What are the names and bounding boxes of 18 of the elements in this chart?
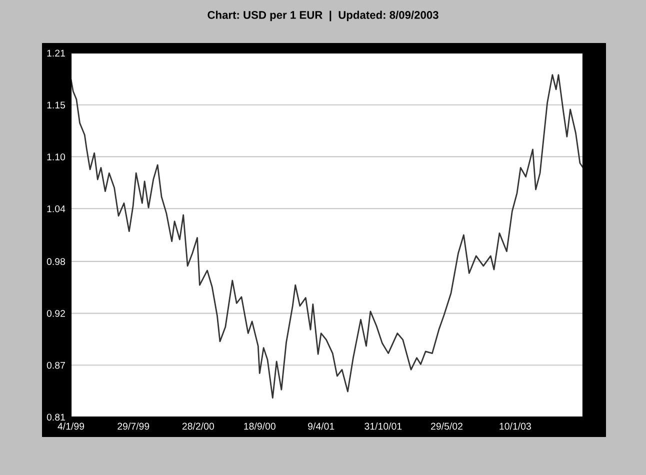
y-tick-label: 0.81 (46, 414, 65, 421)
x-tick-label: 10/1/03 (500, 422, 531, 430)
y-tick-label: 1.04 (47, 205, 66, 212)
y-tick-label: 1.15 (47, 102, 66, 108)
y-tick-label: 0.98 (46, 258, 66, 266)
x-tick-label: 4/1/99 (58, 422, 84, 430)
y-tick-label: 0.92 (46, 310, 65, 317)
x-tick-label: 9/4/01 (308, 422, 334, 430)
x-tick-label: 29/7/99 (118, 422, 150, 430)
x-tick-label: 28/2/00 (182, 422, 214, 430)
line-series (70, 74, 584, 399)
y-tick-label: 1.10 (47, 153, 66, 160)
chart-title: Chart: USD per 1 EUR | Updated: 8/09/2003 (208, 10, 438, 22)
y-tick-label: 0.87 (46, 362, 65, 369)
y-tick-label: 1.21 (47, 50, 65, 57)
x-tick-label: 18/9/00 (244, 422, 276, 430)
x-tick-label: 29/5/02 (431, 422, 462, 430)
x-tick-label: 31/10/01 (364, 422, 402, 430)
